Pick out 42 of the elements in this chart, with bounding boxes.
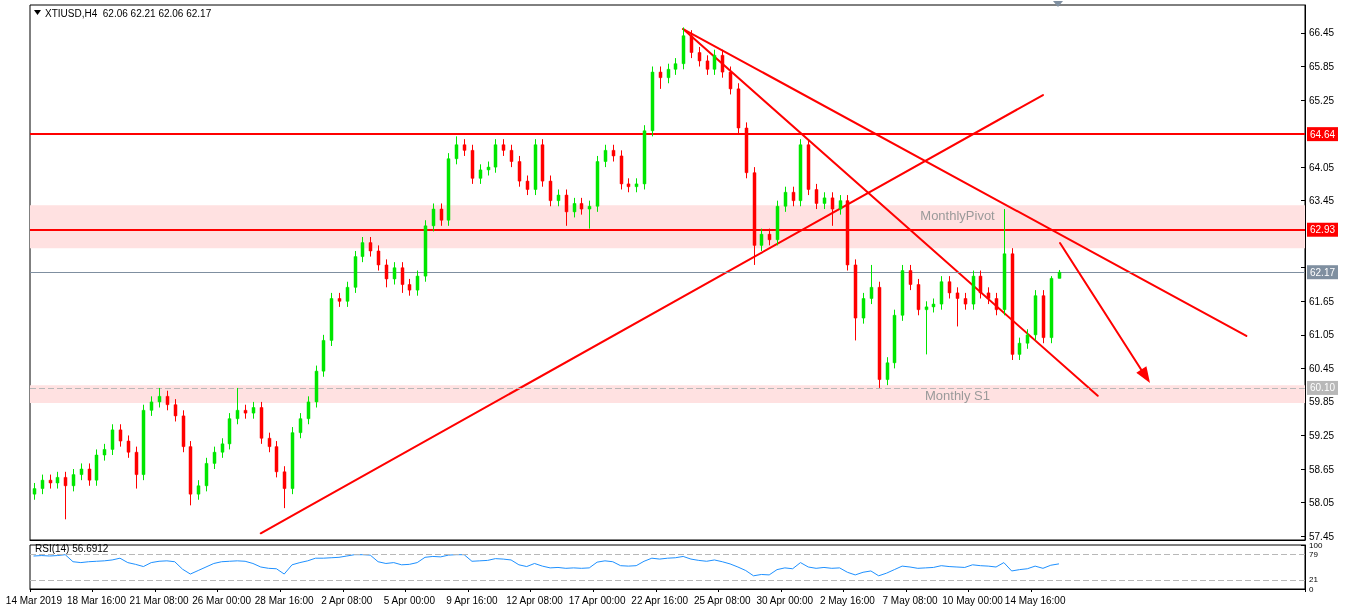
- chart-title: XTIUSD,H4 62.06 62.21 62.06 62.17: [45, 7, 212, 19]
- band-label: Monthly S1: [924, 388, 991, 404]
- x-tick-label: 5 Apr 00:00: [383, 594, 436, 606]
- x-tick-label: 2 May 16:00: [819, 594, 876, 606]
- y-tick-label: 64.05: [1309, 161, 1335, 173]
- x-tick-label: 17 Apr 00:00: [568, 594, 626, 606]
- x-tick-label: 12 Apr 08:00: [506, 594, 564, 606]
- y-tick-label: 0: [1309, 584, 1314, 594]
- y-tick-label: 63.45: [1309, 195, 1335, 207]
- x-tick-label: 22 Apr 16:00: [631, 594, 689, 606]
- x-tick-label: 25 Apr 08:00: [693, 594, 752, 606]
- x-tick-label: 14 Mar 2019: [5, 594, 63, 606]
- x-tick-label: 30 Apr 00:00: [756, 594, 814, 606]
- x-tick-label: 21 Mar 08:00: [129, 594, 189, 606]
- x-tick-label: 9 Apr 16:00: [446, 594, 498, 606]
- y-tick-label: 61.65: [1309, 295, 1335, 307]
- y-tick-label: 59.85: [1309, 396, 1335, 408]
- x-tick-label: 14 May 16:00: [1004, 594, 1066, 606]
- x-tick-label: 18 Mar 16:00: [67, 594, 127, 606]
- ref-line-label: 62.17: [1310, 266, 1336, 278]
- x-tick-label: 26 Mar 00:00: [192, 594, 252, 606]
- ref-line-label: 64.64: [1310, 128, 1336, 140]
- y-tick-label: 65.25: [1309, 94, 1335, 106]
- y-tick-label: 58.65: [1309, 463, 1335, 475]
- y-tick-label: 61.05: [1309, 329, 1335, 341]
- ref-line-label: 62.93: [1310, 224, 1336, 236]
- y-tick-label: 66.45: [1309, 27, 1335, 39]
- x-tick-label: 28 Mar 16:00: [254, 594, 315, 606]
- y-tick-label: 60.45: [1309, 362, 1335, 374]
- chart-title: RSI(14) 56.6912: [35, 542, 109, 554]
- x-tick-label: 7 May 08:00: [882, 594, 938, 606]
- y-tick-label: 79: [1309, 549, 1319, 559]
- y-tick-label: 57.45: [1309, 530, 1335, 542]
- band-label: MonthlyPivot: [920, 208, 996, 224]
- ref-line-label: 60.10: [1310, 382, 1336, 394]
- y-tick-label: 100: [1309, 540, 1323, 550]
- x-tick-label: 10 May 00:00: [942, 594, 1004, 606]
- y-tick-label: 65.85: [1309, 60, 1335, 72]
- y-tick-label: 59.25: [1309, 429, 1335, 441]
- y-tick-label: 58.05: [1309, 497, 1335, 509]
- y-tick-label: 21: [1309, 575, 1319, 585]
- x-tick-label: 2 Apr 08:00: [321, 594, 373, 606]
